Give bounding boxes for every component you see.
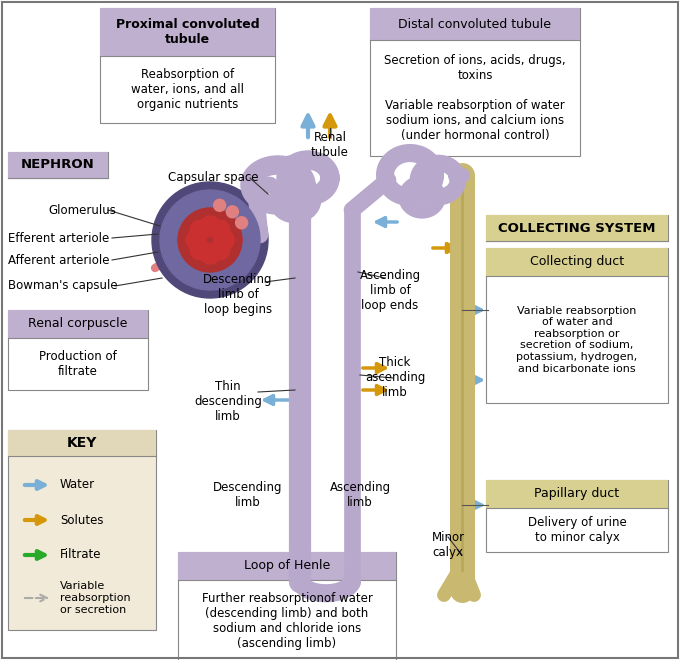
Bar <box>178 552 396 660</box>
Circle shape <box>214 230 234 250</box>
Bar <box>486 215 668 241</box>
Text: Thin
descending
limb: Thin descending limb <box>194 381 262 424</box>
Text: Glomerulus: Glomerulus <box>48 203 116 216</box>
Bar <box>8 430 156 456</box>
Circle shape <box>186 230 206 250</box>
Bar <box>100 8 275 56</box>
Text: Loop of Henle: Loop of Henle <box>244 560 330 572</box>
Bar <box>370 8 580 40</box>
Bar <box>370 8 580 156</box>
Bar <box>486 480 668 508</box>
Text: Descending
limb: Descending limb <box>214 481 283 509</box>
Text: Collecting duct: Collecting duct <box>530 255 624 269</box>
Circle shape <box>226 206 239 218</box>
Circle shape <box>178 208 242 272</box>
Circle shape <box>235 216 248 229</box>
Circle shape <box>210 220 230 240</box>
Bar <box>486 480 668 552</box>
Text: Water: Water <box>60 478 95 492</box>
Text: Descending
limb of
loop begins: Descending limb of loop begins <box>203 273 273 315</box>
Bar <box>8 310 148 338</box>
Text: Afferent arteriole: Afferent arteriole <box>8 253 109 267</box>
Bar <box>8 152 108 178</box>
Text: Bowman's capsule: Bowman's capsule <box>8 279 118 292</box>
Text: Solutes: Solutes <box>60 513 103 527</box>
Circle shape <box>214 199 226 211</box>
Bar <box>486 248 668 276</box>
Circle shape <box>190 220 210 240</box>
Text: COLLECTING SYSTEM: COLLECTING SYSTEM <box>498 222 656 234</box>
Circle shape <box>200 216 220 236</box>
Text: Reabsorption of
water, ions, and all
organic nutrients: Reabsorption of water, ions, and all org… <box>131 68 244 111</box>
Circle shape <box>190 240 210 260</box>
Bar <box>178 552 396 580</box>
Bar <box>486 215 668 241</box>
Text: KEY: KEY <box>67 436 97 450</box>
Circle shape <box>200 244 220 264</box>
Text: Variable reabsorption
of water and
reabsorption or
secretion of sodium,
potassiu: Variable reabsorption of water and reabs… <box>516 306 638 374</box>
Text: Minor
calyx: Minor calyx <box>431 531 464 559</box>
Bar <box>8 152 108 178</box>
Text: Secretion of ions, acids, drugs,
toxins

Variable reabsorption of water
sodium i: Secretion of ions, acids, drugs, toxins … <box>384 54 566 142</box>
Text: Ascending
limb: Ascending limb <box>329 481 390 509</box>
Text: Renal corpuscle: Renal corpuscle <box>29 317 128 331</box>
Text: Variable
reabsorption
or secretion: Variable reabsorption or secretion <box>60 581 131 614</box>
Circle shape <box>214 230 234 250</box>
Circle shape <box>152 182 268 298</box>
Bar <box>100 8 275 123</box>
Circle shape <box>160 190 260 290</box>
Text: Delivery of urine
to minor calyx: Delivery of urine to minor calyx <box>528 516 626 544</box>
Bar <box>486 248 668 403</box>
Text: Capsular space: Capsular space <box>168 172 258 185</box>
Text: Papillary duct: Papillary duct <box>534 488 619 500</box>
Text: Production of
filtrate: Production of filtrate <box>39 350 117 378</box>
Text: Distal convoluted tubule: Distal convoluted tubule <box>398 18 551 30</box>
Text: Thick
ascending
limb: Thick ascending limb <box>364 356 425 399</box>
Text: Filtrate: Filtrate <box>60 548 101 562</box>
Text: Renal
tubule: Renal tubule <box>311 131 349 159</box>
Circle shape <box>210 240 230 260</box>
Text: NEPHRON: NEPHRON <box>21 158 95 172</box>
Bar <box>8 430 156 630</box>
Text: Further reabsorptionof water
(descending limb) and both
sodium and chloride ions: Further reabsorptionof water (descending… <box>201 592 373 650</box>
Bar <box>8 310 148 390</box>
Text: Efferent arteriole: Efferent arteriole <box>8 232 109 244</box>
Text: Ascending
limb of
loop ends: Ascending limb of loop ends <box>360 269 420 312</box>
Text: Proximal convoluted
tubule: Proximal convoluted tubule <box>116 18 259 46</box>
